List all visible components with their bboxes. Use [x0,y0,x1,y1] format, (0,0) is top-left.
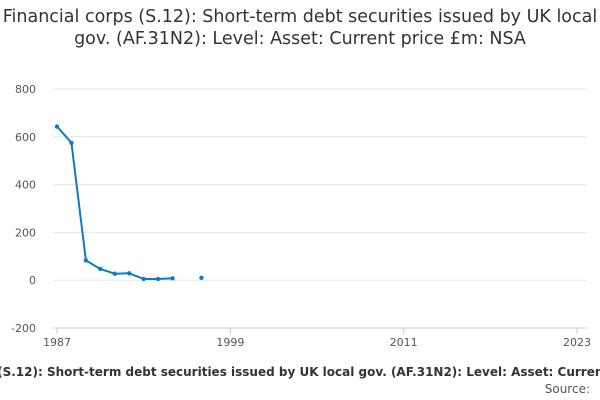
data-point[interactable] [155,276,161,282]
y-tick-label: -200 [11,322,36,335]
x-tick-label: 2023 [563,336,591,349]
y-tick-label: 400 [15,179,36,192]
x-tick-label: 2011 [390,336,418,349]
legend-series-label: Financial corps (S.12): Short-term debt … [0,365,600,379]
data-point[interactable] [54,124,60,129]
x-tick-label: 1987 [43,336,71,349]
y-tick-label: 800 [15,83,36,96]
source-label: Source: [545,382,590,396]
series-layer [54,124,204,282]
axes: 800 600 400 200 0 -200 1987 1999 2011 2023 [11,83,591,349]
data-point[interactable] [83,258,89,263]
y-tick-label: 200 [15,226,36,239]
data-point[interactable] [170,276,175,281]
data-point[interactable] [141,276,146,282]
data-point[interactable] [127,271,132,276]
series-line [56,125,174,280]
data-point[interactable] [199,275,204,281]
data-point[interactable] [112,271,117,276]
y-tick-label: 0 [29,274,36,287]
chart-title: Financial corps (S.12): Short-term debt … [2,7,598,49]
grid-lines [53,88,587,329]
data-point[interactable] [98,266,103,272]
data-point[interactable] [69,140,74,145]
y-tick-label: 600 [15,131,36,144]
x-tick-label: 1999 [216,336,244,349]
